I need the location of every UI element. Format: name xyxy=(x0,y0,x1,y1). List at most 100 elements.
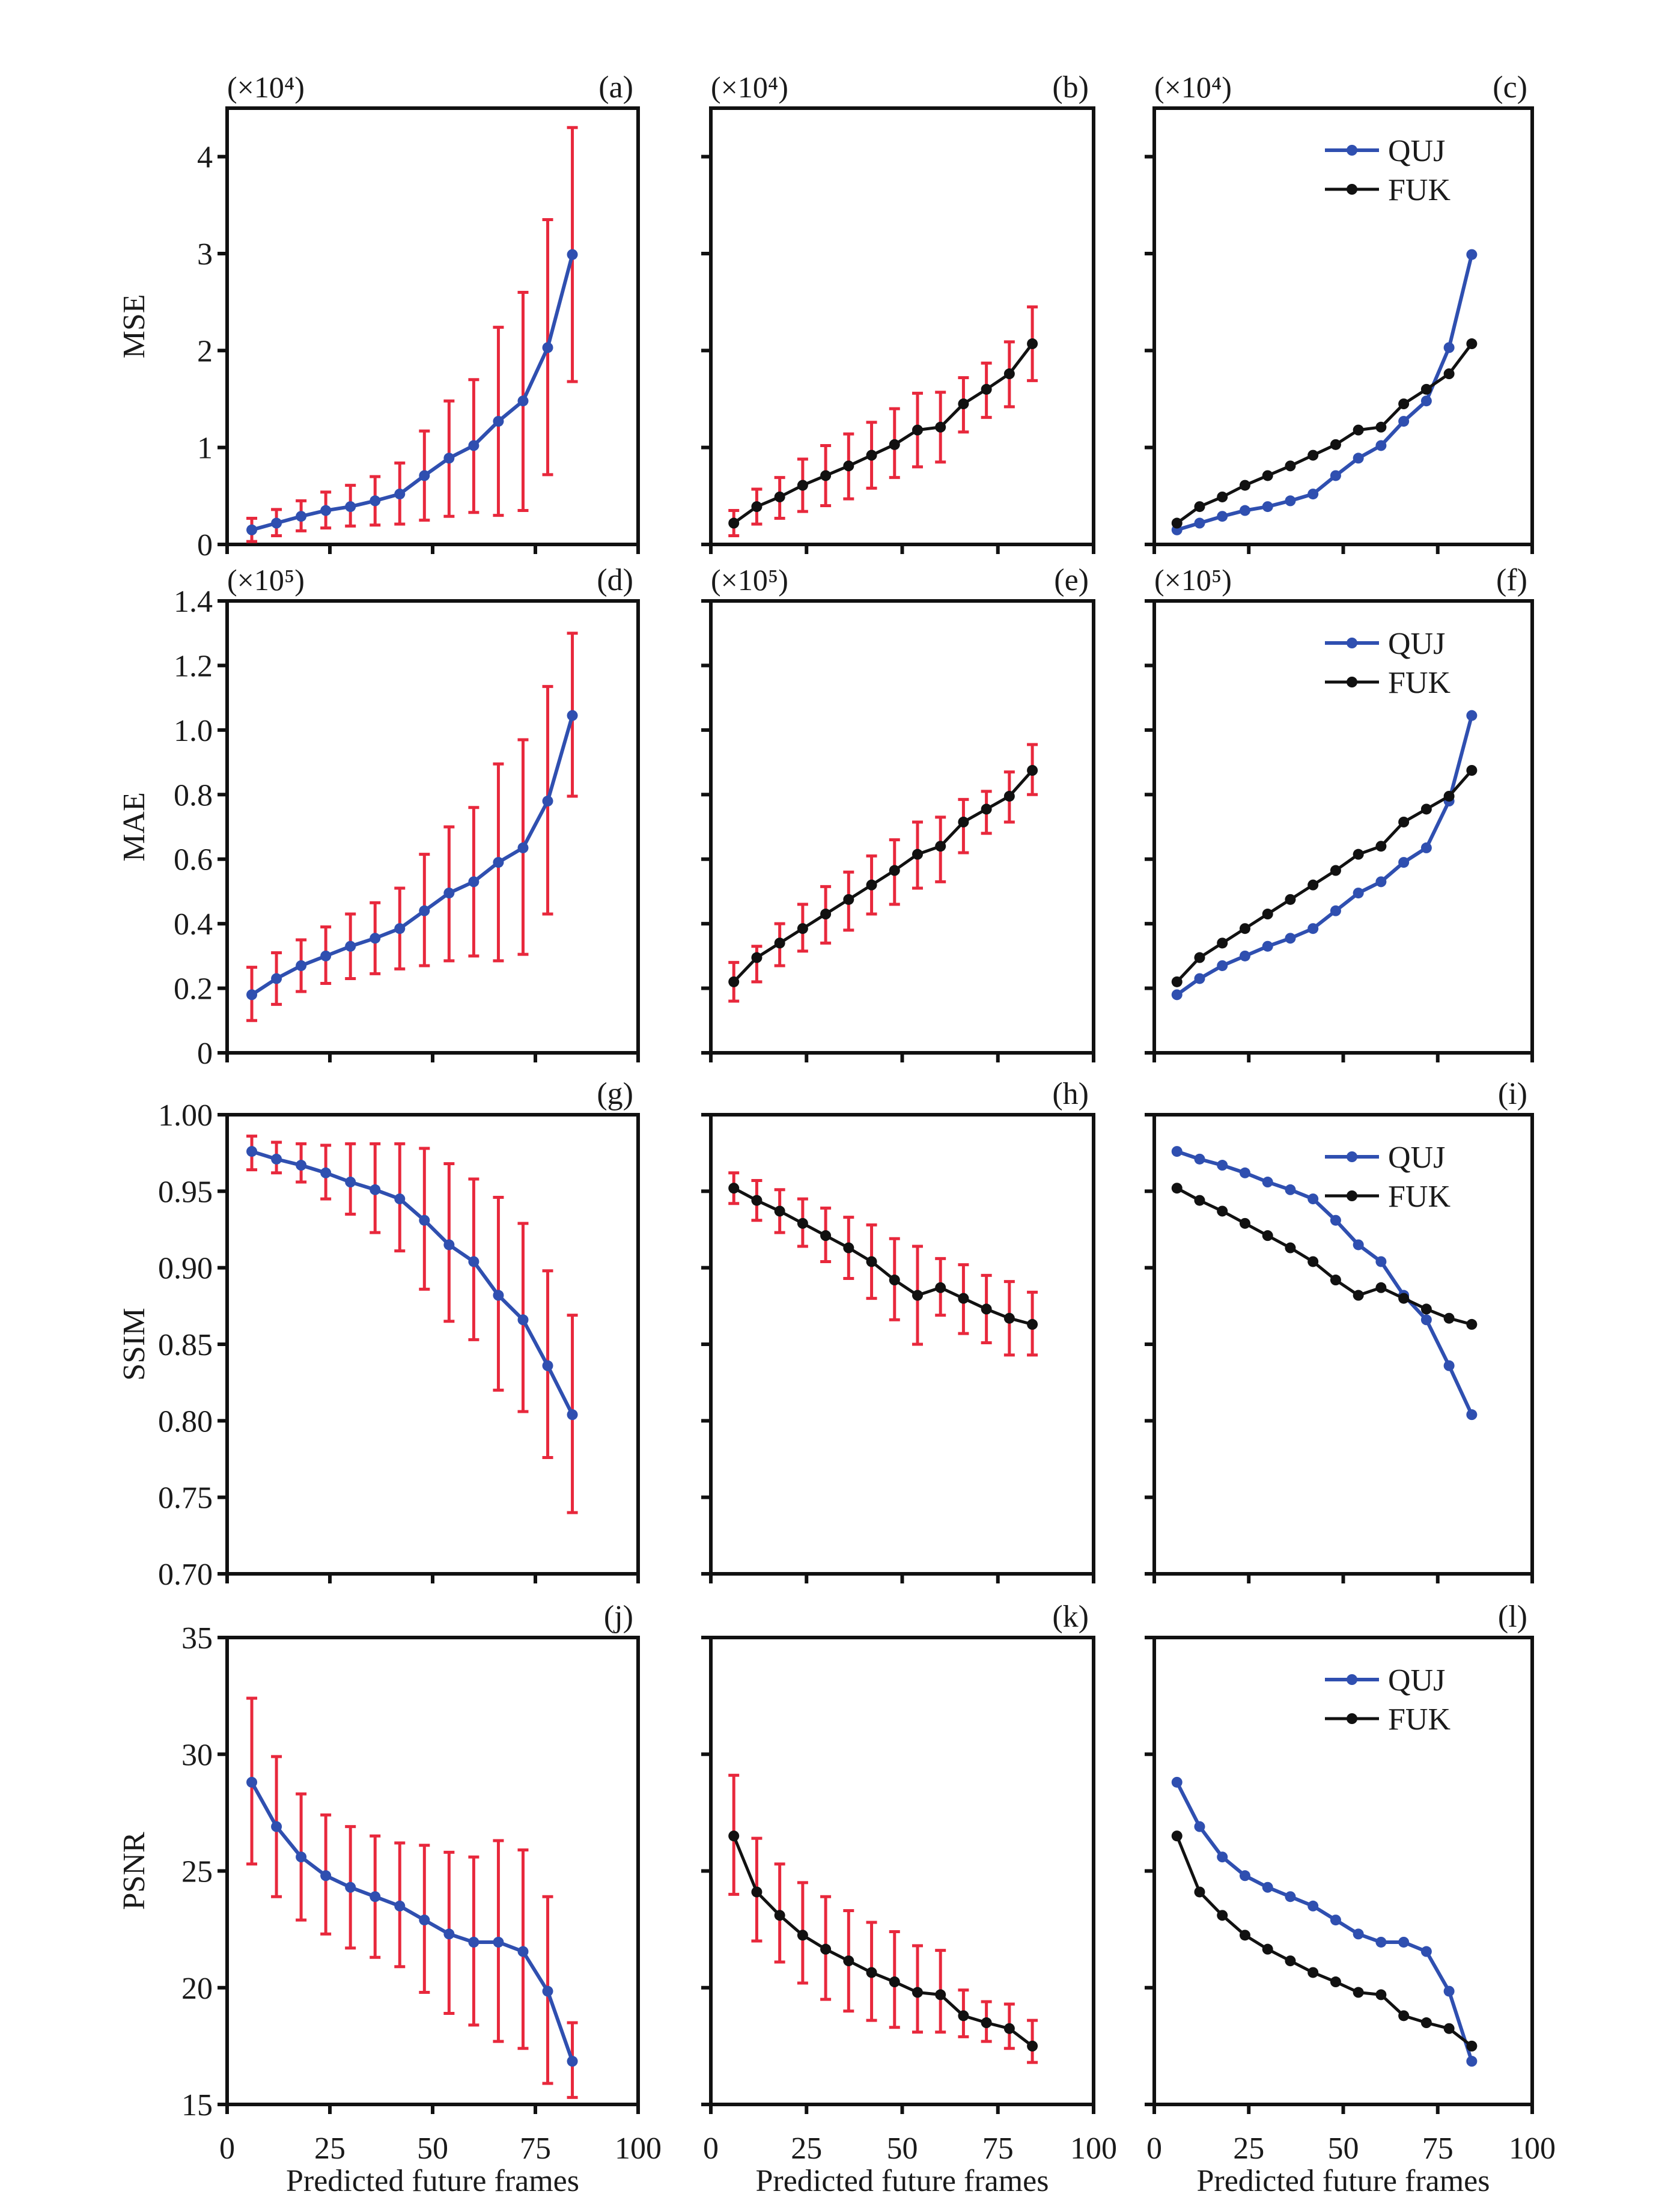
data-point-fuk xyxy=(820,909,832,920)
data-point-fuk xyxy=(1420,383,1432,395)
legend: QUJ FUK xyxy=(1325,627,1451,700)
panel-label: (b) xyxy=(1052,70,1089,105)
data-point-quj xyxy=(542,796,553,807)
data-point-fuk xyxy=(866,1967,877,1978)
panel-mae-2: (e) (×10⁵) xyxy=(701,563,1095,1062)
data-point-quj xyxy=(1262,940,1273,952)
data-point-fuk xyxy=(1285,460,1296,472)
data-point-quj xyxy=(542,342,553,353)
data-point-quj xyxy=(1194,1821,1205,1832)
data-point-fuk xyxy=(981,2017,992,2029)
data-point-quj xyxy=(345,501,356,513)
data-point-fuk xyxy=(1307,879,1319,891)
x-tick-label: 50 xyxy=(417,2131,448,2166)
data-point-fuk xyxy=(1466,2040,1478,2052)
data-point-fuk xyxy=(1171,976,1183,987)
data-point-quj xyxy=(493,857,504,868)
panel-mse-2: (b) (×10⁴) xyxy=(701,70,1095,554)
y-tick-label: 15 xyxy=(181,2088,213,2122)
data-point-quj xyxy=(567,710,578,721)
data-point-quj xyxy=(1466,1409,1478,1421)
data-point-quj xyxy=(246,1146,258,1157)
scale-note: (×10⁴) xyxy=(227,70,305,104)
data-point-fuk xyxy=(797,923,808,934)
data-point-quj xyxy=(296,1851,307,1863)
data-point-quj xyxy=(1466,2056,1478,2067)
data-point-quj xyxy=(443,888,455,899)
data-point-fuk xyxy=(889,1976,900,1988)
y-tick-label: 25 xyxy=(181,1855,213,1889)
scale-note: (×10⁵) xyxy=(227,563,305,597)
plot-frame xyxy=(709,1113,1095,1576)
data-point-quj xyxy=(1239,1167,1250,1178)
data-point-quj xyxy=(271,1153,282,1165)
data-point-fuk xyxy=(1194,952,1205,963)
data-point-quj xyxy=(1194,1153,1205,1165)
legend-label-quj: QUJ xyxy=(1388,1663,1445,1698)
data-point-fuk xyxy=(797,1930,808,1941)
data-point-fuk xyxy=(1398,816,1410,827)
data-point-quj xyxy=(1239,505,1250,516)
data-point-fuk xyxy=(843,1955,854,1967)
plot-frame xyxy=(225,599,640,1055)
data-point-quj xyxy=(468,1256,479,1267)
data-point-fuk xyxy=(1239,923,1250,934)
y-axis-title: MSE xyxy=(117,294,151,359)
data-point-fuk xyxy=(1194,1195,1205,1206)
data-point-quj xyxy=(1285,495,1296,507)
plot-frame xyxy=(1152,599,1534,1055)
x-tick-label: 100 xyxy=(615,2131,662,2166)
data-point-fuk xyxy=(935,1989,946,2000)
y-tick-label: 0.2 xyxy=(174,972,213,1007)
plot-frame xyxy=(1152,106,1534,546)
data-point-fuk xyxy=(728,517,740,529)
data-point-fuk xyxy=(1027,1318,1038,1330)
data-point-quj xyxy=(1330,470,1341,481)
data-point-quj xyxy=(468,876,479,888)
y-tick-label: 0.6 xyxy=(174,843,213,877)
scale-note: (×10⁵) xyxy=(1154,563,1232,597)
panel-psnr-3: 0 25 50 75 100 (l) QUJ FUK xyxy=(1145,1600,1556,2166)
data-point-quj xyxy=(1217,511,1228,522)
data-point-quj xyxy=(517,842,529,853)
data-point-quj xyxy=(542,1360,553,1371)
data-point-fuk xyxy=(1353,424,1364,436)
panel-ssim-1: 0.70 0.75 0.80 0.85 0.90 0.95 1.00 (g) xyxy=(158,1077,640,1592)
legend: QUJ FUK xyxy=(1325,1663,1451,1737)
error-bar xyxy=(751,945,763,984)
legend-marker-fuk xyxy=(1347,1713,1357,1724)
data-point-fuk xyxy=(843,894,854,905)
data-point-quj xyxy=(394,1193,406,1205)
y-tick-label: 3 xyxy=(197,237,213,272)
panel-label: (f) xyxy=(1496,563,1527,597)
y-tick-label: 1.4 xyxy=(174,585,213,619)
panel-label: (a) xyxy=(598,70,633,105)
data-point-fuk xyxy=(1420,2017,1432,2029)
data-point-quj xyxy=(320,1870,332,1881)
data-point-fuk xyxy=(1027,2040,1038,2052)
data-point-fuk xyxy=(1443,1312,1455,1324)
data-point-quj xyxy=(1171,1776,1183,1788)
data-point-quj xyxy=(1398,857,1410,868)
data-point-quj xyxy=(394,489,406,500)
x-tick-label: 0 xyxy=(219,2131,235,2166)
data-point-fuk xyxy=(866,449,877,461)
data-point-fuk xyxy=(1003,790,1015,802)
data-point-quj xyxy=(1420,1946,1432,1957)
data-point-fuk xyxy=(1398,1293,1410,1304)
data-point-fuk xyxy=(1285,1955,1296,1967)
data-point-fuk xyxy=(1443,790,1455,802)
data-point-quj xyxy=(1307,1900,1319,1912)
data-point-quj xyxy=(567,2056,578,2067)
data-point-fuk xyxy=(751,1195,763,1206)
legend-label-fuk: FUK xyxy=(1388,173,1451,207)
x-tick-label: 50 xyxy=(887,2131,918,2166)
y-tick-label: 0.80 xyxy=(158,1404,213,1439)
data-point-quj xyxy=(1353,888,1364,899)
y-tick-label: 1.0 xyxy=(174,714,213,748)
data-point-quj xyxy=(1443,1985,1455,1997)
data-point-quj xyxy=(271,973,282,984)
plot-frame xyxy=(1152,1113,1534,1576)
data-point-fuk xyxy=(912,424,923,436)
data-point-quj xyxy=(1353,1928,1364,1940)
